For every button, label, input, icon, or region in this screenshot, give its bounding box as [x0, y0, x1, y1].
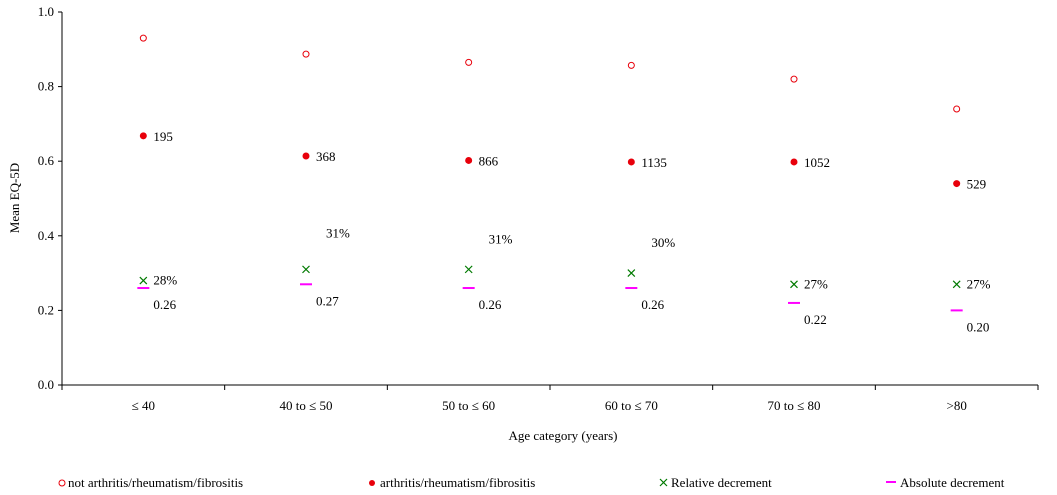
- y-tick-label: 1.0: [38, 4, 54, 19]
- data-marks: 195 368 866 1135 1052 529 28% 31% 31% 30% 27% 27% 0.…: [137, 34, 991, 334]
- x-tick-label: 60 to ≤ 70: [605, 398, 658, 413]
- data-label: 1135: [641, 155, 667, 170]
- x-tick-label: 70 to ≤ 80: [768, 398, 821, 413]
- open-circle-point: [953, 105, 961, 113]
- data-label: 0.26: [153, 297, 176, 312]
- x-stroke: [952, 280, 961, 289]
- y-axis-label: Mean EQ-5D: [7, 163, 22, 233]
- x-point: [464, 265, 473, 274]
- x-point: [952, 280, 961, 289]
- data-label: 31%: [489, 231, 513, 246]
- x-tick-labels: ≤ 40 40 to ≤ 50 50 to ≤ 60 60 to ≤ 70 70 to …: [132, 398, 967, 413]
- filled-circle-point: [627, 158, 635, 166]
- y-tick-label: 0.2: [38, 302, 54, 317]
- x-point: [790, 280, 798, 289]
- x-stroke: [139, 276, 148, 285]
- legend-label: Relative decrement: [671, 475, 772, 490]
- x-marker-icon: [659, 478, 668, 487]
- data-label: 0.20: [967, 319, 990, 334]
- legend-item-not-arthritis[interactable]: not arthritis/rheumatism/fibrositis: [58, 475, 243, 490]
- open-circle-point: [790, 75, 798, 83]
- filled-circle-point: [302, 152, 310, 160]
- open-circle-marker-icon: [58, 479, 66, 487]
- open-circle-point: [139, 34, 147, 42]
- legend-label: not arthritis/rheumatism/fibrositis: [68, 475, 243, 490]
- x-stroke: [302, 265, 310, 274]
- x-tick-label: 40 to ≤ 50: [280, 398, 333, 413]
- filled-circle-point: [465, 156, 473, 164]
- data-label: 529: [967, 177, 987, 192]
- x-stroke: [464, 265, 473, 274]
- x-stroke: [790, 280, 798, 289]
- data-label: 1052: [804, 155, 830, 170]
- filled-circle-marker-icon: [369, 480, 375, 486]
- data-label: 195: [153, 129, 173, 144]
- data-label: 866: [479, 153, 499, 168]
- legend-label: Absolute decrement: [900, 475, 1005, 490]
- x-stroke: [627, 269, 636, 278]
- y-tick-label: 0.4: [38, 228, 55, 243]
- data-label: 30%: [651, 235, 675, 250]
- y-tick-label: 0.6: [38, 153, 55, 168]
- legend-label: arthritis/rheumatism/fibrositis: [380, 475, 535, 490]
- x-point: [139, 276, 148, 285]
- data-label: 27%: [804, 276, 828, 291]
- data-label: 28%: [153, 273, 177, 288]
- y-tick-label: 0.0: [38, 377, 54, 392]
- open-circle-point: [627, 61, 635, 69]
- y-tick-labels: 0.0 0.2 0.4 0.6 0.8 1.0: [38, 4, 55, 392]
- data-label: 0.26: [479, 297, 502, 312]
- x-axis-label: Age category (years): [509, 428, 618, 443]
- y-tick-label: 0.8: [38, 79, 54, 94]
- data-label: 368: [316, 149, 336, 164]
- x-tick-label: ≤ 40: [132, 398, 155, 413]
- data-label: 0.27: [316, 293, 339, 308]
- legend-item-relative-decrement[interactable]: Relative decrement: [659, 475, 772, 490]
- data-label: 27%: [967, 276, 991, 291]
- legend-item-arthritis[interactable]: arthritis/rheumatism/fibrositis: [369, 475, 535, 490]
- data-label: 31%: [326, 225, 350, 240]
- filled-circle-point: [790, 158, 798, 166]
- filled-circle-point: [139, 132, 147, 140]
- x-point: [627, 269, 636, 278]
- data-label: 0.22: [804, 312, 827, 327]
- filled-circle-point: [953, 180, 961, 188]
- data-label: 0.26: [641, 297, 664, 312]
- x-tick-label: >80: [946, 398, 966, 413]
- x-tick-label: 50 to ≤ 60: [442, 398, 495, 413]
- axes: [58, 11, 1039, 390]
- open-circle-point: [302, 50, 310, 58]
- legend: not arthritis/rheumatism/fibrositis arth…: [58, 475, 1005, 490]
- open-circle-point: [465, 58, 473, 66]
- x-point: [302, 265, 310, 274]
- legend-item-absolute-decrement[interactable]: Absolute decrement: [886, 475, 1005, 490]
